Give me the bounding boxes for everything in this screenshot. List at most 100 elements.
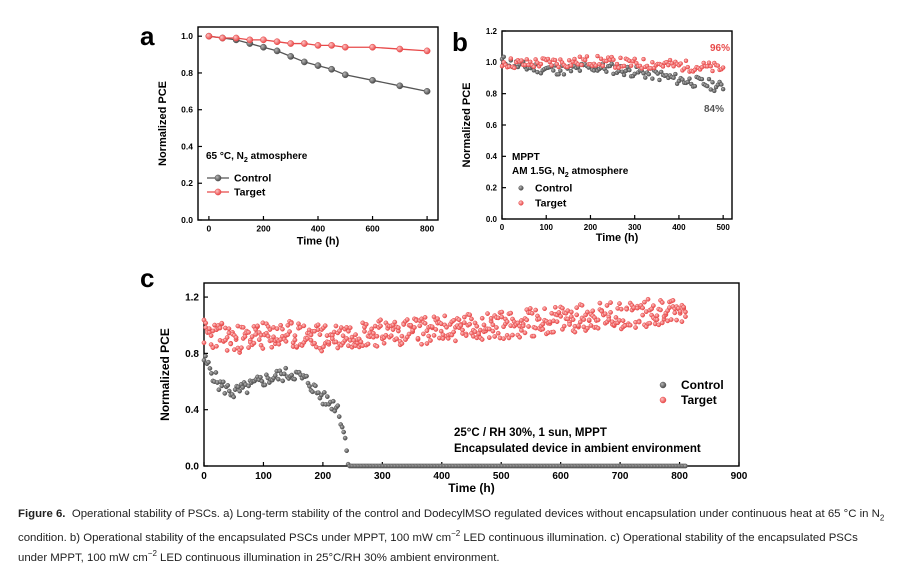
- data-point-control: [322, 390, 327, 395]
- data-point-target: [552, 57, 558, 63]
- caption-text-1: Operational stability of PSCs. a) Long-t…: [71, 508, 880, 520]
- data-point-control: [341, 429, 347, 435]
- data-point-control: [324, 394, 330, 399]
- data-point-target: [424, 341, 430, 346]
- data-point-target: [280, 326, 285, 332]
- data-point-target: [390, 327, 396, 332]
- data-point-control: [683, 463, 688, 469]
- data-point-target: [640, 305, 646, 311]
- data-point-target: [305, 336, 310, 341]
- data-point-target: [394, 336, 399, 342]
- data-point-target: [720, 65, 726, 70]
- data-point-target: [670, 298, 676, 303]
- data-point-target: [374, 343, 380, 349]
- data-point-control: [699, 76, 705, 82]
- data-point-target: [585, 325, 590, 331]
- x-tick-label: 100: [255, 471, 272, 482]
- x-tick-label: 800: [420, 224, 434, 234]
- data-point-target: [524, 317, 530, 323]
- data-point-target: [423, 47, 431, 55]
- data-point-target: [645, 296, 651, 302]
- y-tick-label: 1.0: [486, 58, 498, 67]
- data-point-target: [246, 329, 251, 335]
- data-point-control: [235, 384, 241, 390]
- data-point-target: [467, 321, 473, 327]
- data-point-target: [668, 317, 674, 322]
- data-point-target: [392, 319, 398, 325]
- caption-sup-2: −2: [147, 549, 157, 559]
- data-point-target: [508, 56, 514, 61]
- data-point-target: [542, 306, 547, 312]
- data-point-target: [584, 54, 590, 59]
- data-point-target: [538, 61, 544, 67]
- data-point-control: [203, 353, 208, 359]
- data-point-target: [681, 304, 687, 310]
- data-point-target: [706, 60, 712, 66]
- data-point-target: [232, 34, 240, 42]
- data-point-target: [604, 303, 610, 308]
- data-point-target: [495, 330, 501, 336]
- data-point-control: [556, 72, 561, 77]
- data-point-target: [404, 317, 410, 322]
- data-point-target: [217, 325, 223, 331]
- panel-label-b: b: [452, 27, 468, 57]
- data-point-control: [216, 387, 222, 393]
- data-point-target: [260, 346, 266, 351]
- data-point-target: [256, 337, 262, 343]
- legend-marker: [214, 174, 222, 182]
- data-point-control: [283, 365, 289, 371]
- data-point-target: [269, 344, 275, 350]
- data-point-target: [579, 62, 584, 68]
- data-point-target: [624, 306, 630, 312]
- data-point-target: [326, 339, 332, 345]
- y-tick-label: 0.8: [181, 68, 193, 78]
- data-point-target: [399, 333, 405, 339]
- data-point-target: [388, 333, 394, 339]
- data-point-control: [501, 54, 507, 60]
- data-point-target: [378, 323, 383, 329]
- data-point-target: [595, 325, 601, 331]
- x-tick-label: 200: [315, 471, 332, 482]
- legend-label-control: Control: [535, 183, 572, 195]
- y-tick-label: 0.4: [486, 152, 498, 161]
- legend-label-target: Target: [535, 198, 567, 210]
- y-tick-label: 1.2: [185, 293, 199, 304]
- legend-label-target: Target: [681, 393, 717, 407]
- data-point-target: [440, 336, 446, 341]
- data-point-control: [220, 379, 226, 385]
- data-point-target: [556, 310, 562, 315]
- data-point-control: [219, 383, 225, 389]
- data-point-target: [581, 317, 587, 322]
- data-point-target: [378, 317, 383, 323]
- data-point-target: [214, 343, 219, 349]
- caption-text-3: LED continuous illumination. c) Operatio…: [18, 531, 858, 564]
- data-point-target: [560, 305, 565, 311]
- x-tick-label: 800: [671, 471, 688, 482]
- y-tick-label: 1.2: [486, 27, 498, 36]
- data-point-target: [520, 323, 526, 329]
- data-point-target: [510, 332, 515, 338]
- y-tick-label: 0.2: [181, 178, 193, 188]
- data-point-target: [301, 323, 307, 329]
- data-point-target: [240, 325, 246, 330]
- x-tick-label: 500: [716, 223, 730, 232]
- data-point-target: [567, 322, 572, 327]
- data-point-control: [260, 43, 267, 51]
- data-point-target: [344, 336, 350, 341]
- caption-text-2: condition. b) Operational stability of t…: [18, 531, 452, 544]
- data-point-target: [421, 331, 426, 337]
- data-point-control: [281, 371, 287, 377]
- data-point-target: [611, 57, 616, 62]
- data-point-target: [617, 301, 622, 306]
- data-point-target: [628, 63, 634, 68]
- data-point-target: [412, 325, 417, 330]
- data-point-target: [654, 317, 660, 323]
- data-point-control: [259, 378, 265, 384]
- data-point-target: [358, 339, 364, 345]
- data-point-control: [222, 391, 228, 396]
- data-point-target: [426, 333, 432, 339]
- data-point-target: [618, 306, 624, 312]
- data-point-control: [314, 62, 322, 69]
- data-point-target: [289, 320, 294, 326]
- x-tick-label: 600: [552, 471, 569, 482]
